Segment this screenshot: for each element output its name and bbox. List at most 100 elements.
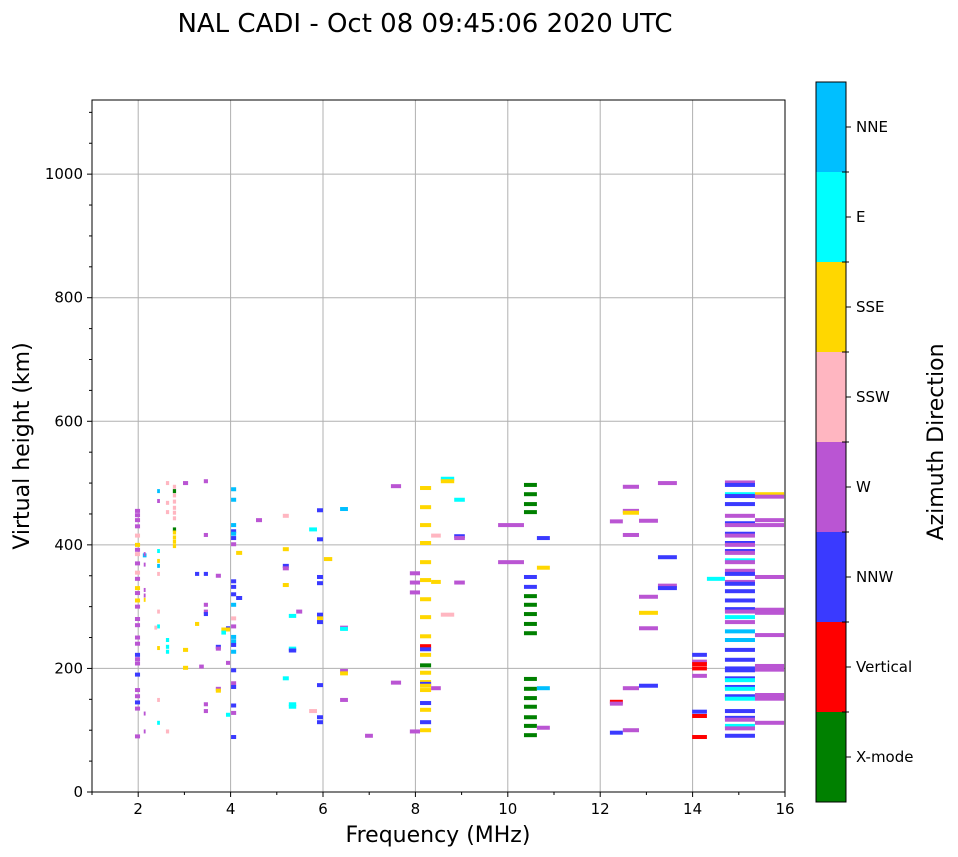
segment-e [340,626,348,631]
segment-w [203,709,208,714]
segment-vertical [692,714,707,719]
segment-ssw [154,625,158,630]
segment-nnw [316,683,323,688]
segment-w [143,593,146,598]
segment-w [134,734,141,739]
colorbar-tick-label: SSE [856,298,885,316]
segment-nne [724,629,755,634]
segment-ssw [172,516,177,521]
segment-w [409,580,421,585]
segment-w [692,673,707,678]
segment-ssw [282,513,289,518]
segment-x-mode [420,663,432,668]
segment-ssw [165,729,170,734]
segment-e [454,497,465,502]
segment-nnw [134,652,141,657]
colorbar-swatch-e [816,172,846,262]
segment-sse [221,627,231,632]
segment-nnw [231,584,237,589]
segment-x-mode [523,594,537,599]
segment-sse [323,557,333,562]
x-tick-label: 10 [498,800,517,818]
colorbar-tick-label: NNW [856,568,893,586]
segment-sse [420,486,432,491]
segment-nne [231,602,237,607]
segment-w [724,717,755,722]
segment-ssw [172,484,177,489]
segment-nnw [195,571,200,576]
y-tick-label: 1000 [45,165,83,183]
segment-nnw [236,595,243,600]
colorbar-frame [815,81,847,803]
segment-sse [316,616,323,621]
segment-ssw [165,481,170,486]
colorbar: X-mode Vertical NNW W SSW SSE E NNE [815,81,913,803]
segment-e [165,638,170,643]
segment-w [203,532,208,537]
segment-e [288,613,297,618]
segment-nnw [316,612,323,617]
segment-sse [215,688,221,693]
segment-nnw [724,657,755,662]
segment-nnw [724,598,755,603]
colorbar-tick-label: X-mode [856,748,913,766]
segment-nnw [231,642,237,647]
segment-nnw [231,579,237,584]
segment-w [134,591,141,596]
segment-x-mode [523,696,537,701]
segment-sse [420,634,432,639]
x-axis-label: Frequency (MHz) [346,823,531,848]
segment-w [215,573,221,578]
segment-w [215,646,221,651]
segment-nnw [724,482,755,487]
segment-ssw [309,709,317,714]
colorbar-tick-label: Vertical [856,658,912,676]
segment-x-mode [523,510,537,515]
colorbar-tick-label: W [856,478,871,496]
segment-sse [134,586,141,591]
segment-nnw [724,647,755,652]
segment-nne [231,634,237,639]
x-tick-label: 14 [683,800,702,818]
colorbar-swatch-vertical [816,622,846,712]
segment-nnw [724,668,755,673]
segment-w [256,518,263,523]
segment-x-mode [523,612,537,617]
segment-sse [282,547,289,552]
segment-sse [420,728,432,733]
segment-sse [183,665,189,670]
segment-x-mode [523,602,537,607]
segment-w [134,604,141,609]
segment-ssw [157,697,160,702]
segment-nnw [692,652,707,657]
segment-e [288,704,297,709]
segment-w [203,609,208,614]
colorbar-swatch-nne [816,82,846,172]
segment-w [134,657,141,662]
segment-w [231,624,237,629]
segment-e [225,712,231,717]
segment-ssw [440,612,455,617]
segment-ssw [157,571,160,576]
segment-x-mode [523,492,537,497]
segment-w [724,480,755,485]
segment-w [724,542,755,547]
segment-nnw [316,620,323,625]
segment-sse [236,550,243,555]
segment-w [754,523,785,528]
segment-nnw [316,508,323,513]
segment-x-mode [172,489,177,494]
segment-w [639,594,658,599]
segment-w [724,620,755,625]
segment-nne [231,649,237,654]
segment-sse [420,670,432,675]
segment-sse [420,541,432,546]
segment-w [754,494,785,499]
segment-nne [231,639,237,644]
segment-ssw [172,505,177,510]
y-tick-label: 0 [73,783,83,801]
segment-sse [172,544,177,549]
segment-e [724,723,755,728]
segment-nnw [231,592,237,597]
segment-nnw [724,694,755,699]
